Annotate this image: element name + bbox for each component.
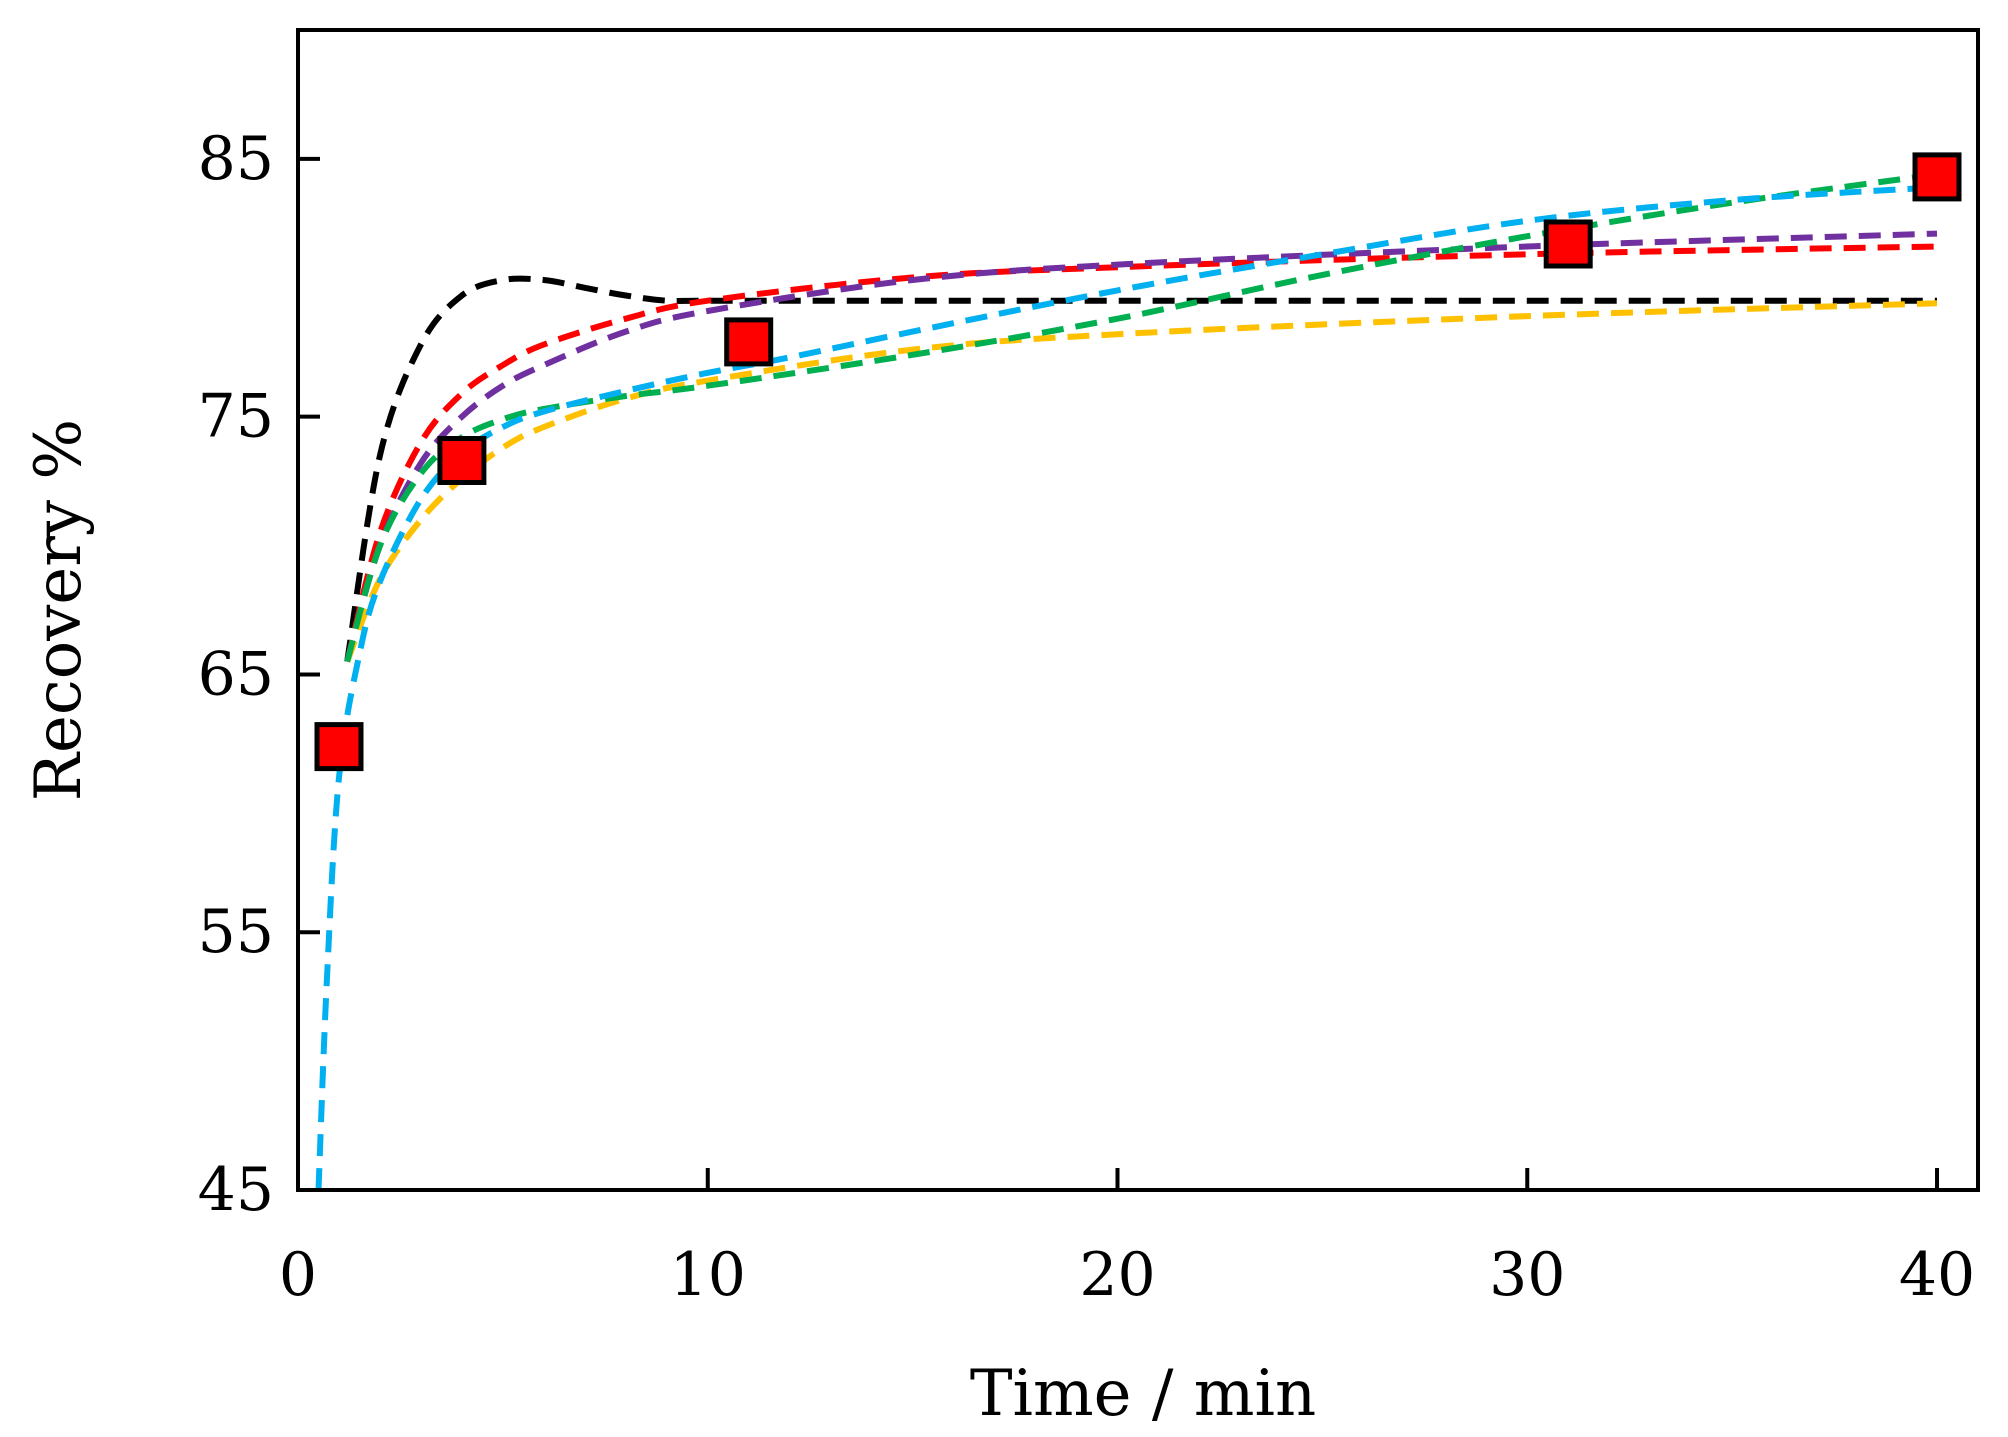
y-tick-label: 55 (198, 897, 274, 967)
series-line-fit-red (344, 243, 1938, 663)
series-line-fit-green (344, 171, 1938, 663)
data-point (1543, 219, 1593, 269)
y-axis-title: Recovery % (22, 419, 96, 801)
y-axis: 45 55 65 75 85 (198, 124, 320, 1225)
series-line-fit-purple (344, 230, 1938, 663)
y-tick-label: 65 (198, 639, 274, 709)
y-tick-label: 85 (198, 124, 274, 194)
data-markers (314, 152, 1962, 772)
x-tick-label: 0 (279, 1240, 317, 1310)
data-point (1912, 152, 1962, 202)
y-tick-label: 75 (198, 382, 274, 452)
fit-lines (315, 171, 1938, 1191)
series-line-fit-blue (315, 184, 1938, 1191)
x-axis: 0 10 20 30 40 (279, 1168, 1975, 1310)
series-line-fit-black (344, 275, 1937, 663)
data-point (314, 722, 364, 772)
data-point (724, 317, 774, 367)
x-tick-label: 10 (670, 1240, 746, 1310)
x-tick-label: 40 (1899, 1240, 1975, 1310)
y-tick-label: 45 (198, 1155, 274, 1225)
data-point (437, 436, 487, 485)
x-tick-label: 20 (1079, 1240, 1155, 1310)
x-tick-label: 30 (1489, 1240, 1565, 1310)
series-line-fit-yellow (344, 300, 1938, 663)
x-axis-title: Time / min (970, 1357, 1316, 1431)
plot-frame (296, 28, 1980, 1192)
